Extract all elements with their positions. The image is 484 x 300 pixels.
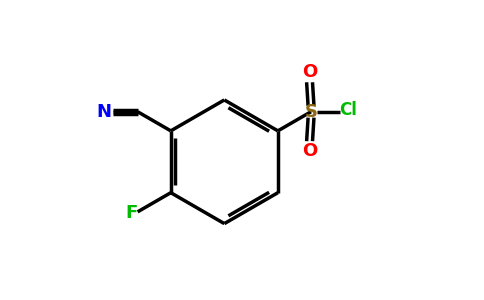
Text: Cl: Cl (339, 101, 357, 119)
Text: O: O (302, 63, 317, 81)
Text: N: N (97, 103, 112, 121)
Text: O: O (302, 142, 317, 160)
Text: F: F (125, 204, 137, 222)
Text: S: S (304, 103, 318, 121)
